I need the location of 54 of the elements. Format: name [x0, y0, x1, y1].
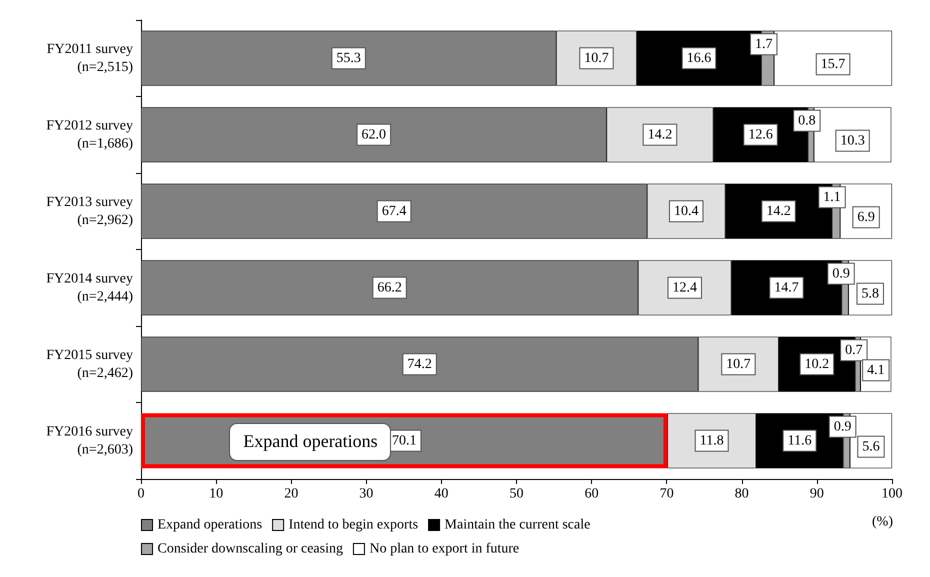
- x-tick-label: 60: [584, 486, 599, 502]
- data-label: 14.2: [648, 127, 672, 142]
- data-label: 74.2: [407, 356, 432, 372]
- legend-label: No plan to export in future: [369, 542, 520, 556]
- data-label: 0.9: [832, 266, 850, 282]
- y-tick-label: FY2015 survey (n=2,462): [46, 348, 134, 381]
- data-label: 10.3: [840, 133, 865, 148]
- data-label: 6.9: [857, 210, 875, 225]
- x-tick-label: 50: [510, 486, 524, 502]
- annotation: Expand operations: [229, 422, 392, 461]
- x-tick-label: 40: [434, 486, 448, 502]
- data-label: 15.7: [820, 56, 846, 72]
- x-tick-label: 30: [359, 486, 374, 502]
- data-label: 16.6: [686, 50, 712, 66]
- data-label: 11.8: [700, 433, 724, 448]
- data-label: 10.4: [674, 204, 698, 219]
- data-label: 0.9: [834, 419, 852, 434]
- data-label: 0.8: [798, 113, 816, 128]
- data-label: 5.6: [862, 439, 880, 454]
- x-tick-label: 70: [660, 486, 674, 502]
- legend-label: Expand operations: [158, 518, 262, 532]
- y-tick-label: FY2016 survey (n=2,603): [46, 424, 134, 458]
- data-label: 1.7: [754, 36, 772, 52]
- data-label: 62.0: [362, 127, 386, 142]
- data-label: 70.1: [392, 433, 416, 448]
- x-axis-title: (%): [872, 514, 894, 530]
- data-label: 55.3: [336, 50, 361, 66]
- y-tick-label: FY2011 survey (n=2,515): [46, 42, 134, 75]
- data-label: 1.1: [823, 190, 841, 205]
- data-label: 10.2: [804, 356, 830, 372]
- data-label: 10.7: [584, 50, 609, 66]
- y-tick-label: FY2012 survey (n=1,686): [46, 118, 134, 152]
- data-label: 12.4: [672, 280, 697, 296]
- x-tick-label: 20: [284, 486, 298, 502]
- data-label: 67.4: [382, 204, 406, 219]
- data-label: 14.2: [766, 204, 791, 219]
- data-label: 5.8: [861, 286, 879, 302]
- x-tick-label: 90: [810, 486, 824, 502]
- legend-label: Consider downscaling or ceasing: [158, 542, 343, 556]
- data-label: 10.7: [726, 356, 751, 372]
- data-label: 12.6: [748, 127, 773, 142]
- x-tick-label: 0: [138, 486, 144, 502]
- x-tick-label: 10: [209, 486, 224, 502]
- x-tick-label: 100: [882, 486, 902, 502]
- x-tick-label: 80: [734, 486, 749, 502]
- data-label: 11.6: [788, 433, 812, 448]
- y-tick-label: FY2014 survey (n=2,444): [46, 271, 134, 304]
- y-tick-label: FY2013 survey (n=2,962): [46, 194, 134, 228]
- legend-label: Maintain the current scale: [444, 518, 590, 532]
- data-label: 4.1: [867, 362, 885, 378]
- data-label: 14.7: [774, 280, 799, 296]
- data-label: 66.2: [377, 280, 402, 296]
- legend-label: Intend to begin exports: [288, 518, 418, 532]
- data-label: 0.7: [845, 342, 863, 358]
